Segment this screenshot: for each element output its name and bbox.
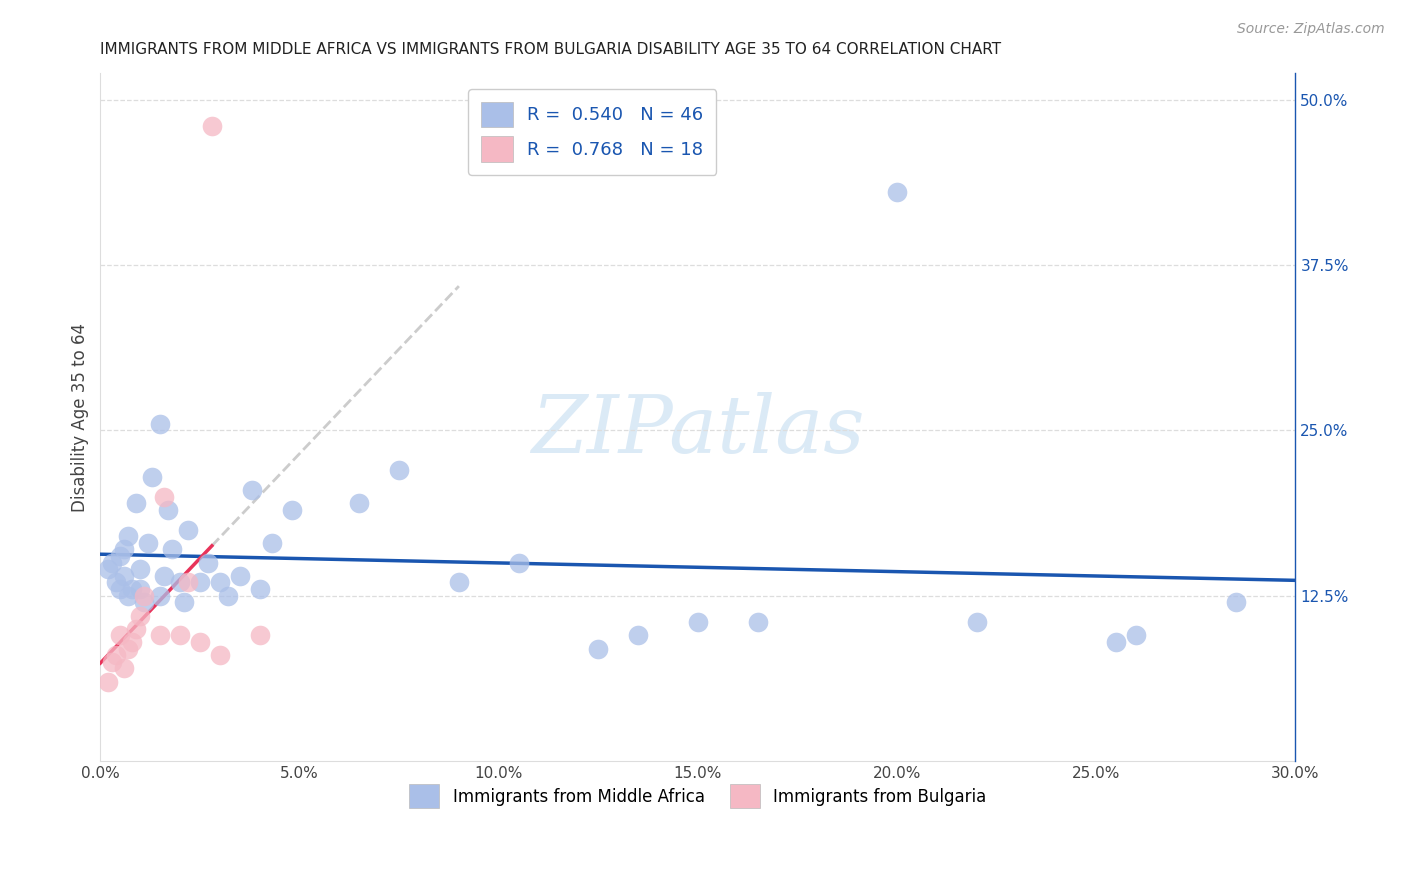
Point (101, 655, 124, 669)
Point (105, 575, 128, 590)
Point (588, 641, 610, 656)
Point (177, 575, 200, 590)
Point (169, 628, 191, 642)
Point (97, 674, 120, 689)
Point (229, 569, 252, 583)
Point (129, 582, 152, 596)
Point (188, 635, 211, 649)
Point (149, 417, 172, 431)
Point (249, 582, 271, 596)
Point (141, 469, 163, 483)
Text: IMMIGRANTS FROM MIDDLE AFRICA VS IMMIGRANTS FROM BULGARIA DISABILITY AGE 35 TO 6: IMMIGRANTS FROM MIDDLE AFRICA VS IMMIGRA… (100, 42, 1001, 57)
Point (201, 119, 224, 133)
Point (886, 186, 908, 200)
Legend: Immigrants from Middle Africa, Immigrants from Bulgaria: Immigrants from Middle Africa, Immigrant… (402, 778, 993, 814)
Point (447, 575, 470, 590)
Point (1125, 628, 1147, 642)
Point (117, 641, 139, 656)
Point (508, 556, 530, 570)
Point (153, 569, 176, 583)
Point (125, 622, 148, 636)
Point (1225, 595, 1247, 609)
Point (129, 608, 152, 623)
Point (388, 463, 411, 477)
Point (129, 562, 152, 576)
Point (153, 490, 176, 504)
Point (149, 628, 172, 642)
Y-axis label: Disability Age 35 to 64: Disability Age 35 to 64 (72, 323, 89, 512)
Point (177, 523, 200, 537)
Point (280, 502, 302, 516)
Point (97, 562, 120, 576)
Point (117, 529, 139, 543)
Point (110, 549, 132, 563)
Point (173, 595, 195, 609)
Point (121, 635, 143, 649)
Point (188, 575, 211, 590)
Point (686, 615, 709, 630)
Point (208, 648, 231, 663)
Point (134, 589, 156, 603)
Point (105, 648, 128, 663)
Point (349, 496, 371, 510)
Point (197, 556, 219, 570)
Point (157, 502, 180, 516)
Point (121, 582, 143, 596)
Point (208, 575, 231, 590)
Text: ZIPatlas: ZIPatlas (531, 392, 865, 470)
Point (136, 536, 159, 550)
Point (1105, 635, 1128, 649)
Point (117, 589, 139, 603)
Point (217, 589, 239, 603)
Point (240, 483, 263, 497)
Point (110, 628, 132, 642)
Point (112, 569, 135, 583)
Point (101, 556, 124, 570)
Point (134, 595, 156, 609)
Point (169, 575, 191, 590)
Point (627, 628, 650, 642)
Point (112, 542, 135, 557)
Point (260, 536, 283, 550)
Point (747, 615, 769, 630)
Point (249, 628, 271, 642)
Point (125, 496, 148, 510)
Point (160, 542, 183, 557)
Text: Source: ZipAtlas.com: Source: ZipAtlas.com (1237, 22, 1385, 37)
Point (149, 589, 172, 603)
Point (966, 615, 988, 630)
Point (112, 661, 135, 675)
Point (110, 582, 132, 596)
